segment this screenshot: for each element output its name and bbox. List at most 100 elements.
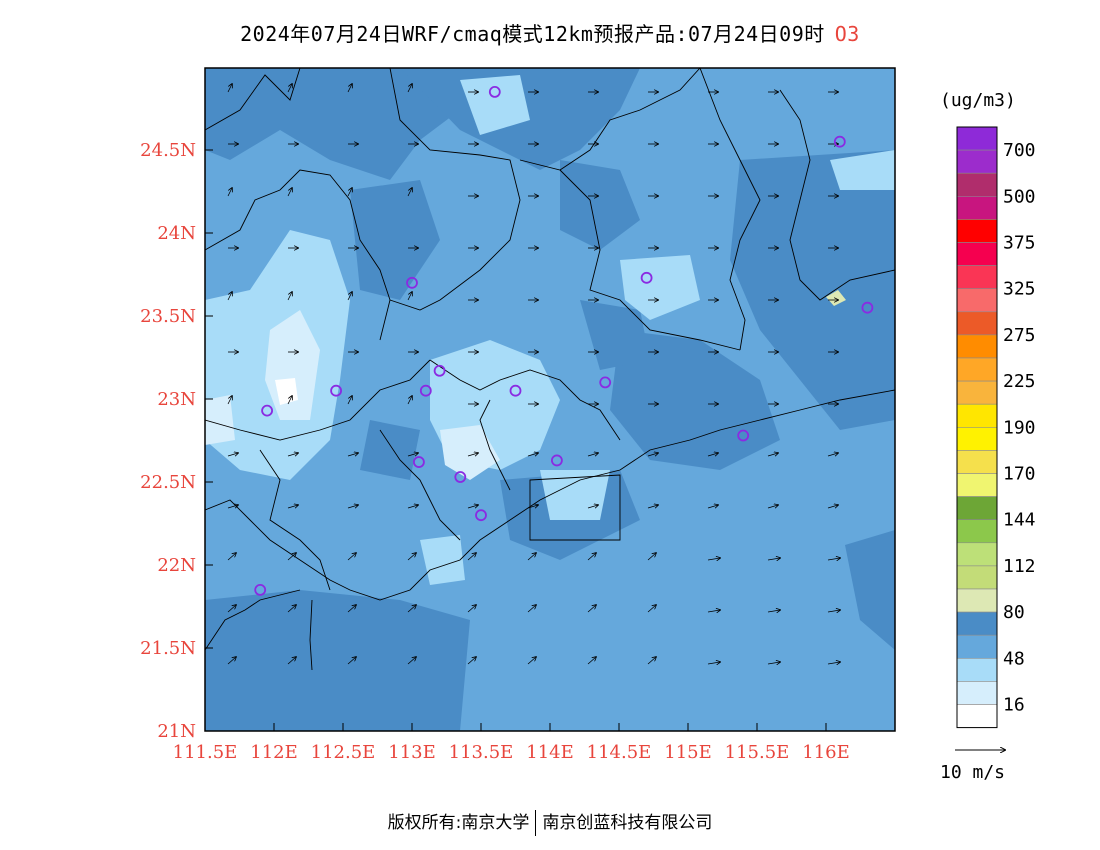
wind-arrow [827, 453, 838, 456]
legend-swatch [956, 634, 998, 659]
legend-swatch [956, 311, 998, 336]
wind-arrow [827, 610, 840, 612]
footer-left: 版权所有:南京大学 [387, 813, 530, 833]
lon-tick-label: 113.5E [449, 742, 514, 763]
wind-arrow [767, 610, 780, 612]
legend-label: 225 [1003, 371, 1036, 392]
wind-arrow [467, 453, 478, 456]
lon-tick-label: 114E [526, 742, 574, 763]
station-marker [737, 429, 750, 442]
wind-arrow [527, 453, 538, 456]
wind-arrow [227, 657, 236, 665]
wind-vectors [227, 84, 840, 665]
legend-swatch [956, 126, 998, 151]
boundary-lines [205, 68, 895, 671]
wind-arrow [407, 553, 416, 561]
wind-arrow [527, 605, 536, 613]
station-marker [640, 271, 653, 284]
wind-arrow [347, 396, 352, 405]
wind-arrow [407, 657, 416, 665]
legend-unit: (ug/m3) [940, 90, 1016, 111]
wind-arrow [587, 657, 596, 665]
legend-swatch [956, 657, 998, 682]
legend-label: 80 [1003, 602, 1025, 623]
wind-arrow [407, 396, 412, 405]
wind-arrow [827, 558, 840, 560]
title-species: O3 [834, 22, 860, 46]
station-marker [261, 404, 274, 417]
wind-arrow [587, 605, 596, 613]
lon-tick-label: 115.5E [725, 742, 790, 763]
legend-label: 275 [1003, 325, 1036, 346]
wind-reference-label: 10 m/s [940, 762, 1006, 783]
wind-arrow [467, 553, 476, 561]
wind-arrow [287, 505, 298, 508]
legend-label: 190 [1003, 417, 1036, 438]
wind-arrow [227, 188, 232, 197]
wind-arrow [587, 505, 598, 508]
wind-arrow [287, 292, 292, 301]
wind-arrow [707, 505, 718, 508]
station-marker [433, 364, 446, 377]
copyright-footer: 版权所有:南京大学 南京创蓝科技有限公司 [0, 808, 1100, 836]
legend-swatch [956, 196, 998, 220]
wind-arrow [827, 505, 838, 508]
lat-tick-label: 24.5N [140, 140, 196, 161]
lat-tick-label: 23.5N [140, 306, 196, 327]
wind-arrow [287, 605, 296, 613]
wind-arrow [347, 188, 352, 197]
wind-arrow [227, 505, 238, 508]
legend-swatch [956, 681, 998, 705]
wind-arrow [347, 553, 356, 561]
station-marker [254, 584, 267, 596]
legend-label: 375 [1003, 233, 1036, 254]
wind-arrow [467, 657, 476, 665]
wind-arrow [227, 553, 236, 561]
station-marker [406, 276, 418, 289]
lon-tick-label: 113E [388, 742, 436, 763]
legend-swatch [956, 172, 998, 197]
wind-arrow [407, 453, 418, 456]
wind-arrow [287, 84, 292, 93]
legend-swatch [956, 496, 998, 521]
wind-arrow [647, 505, 658, 508]
wind-arrow [227, 453, 238, 456]
wind-arrow [227, 292, 232, 301]
wind-arrow [227, 396, 232, 405]
legend-swatch [956, 334, 998, 359]
legend-swatch [956, 242, 998, 266]
wind-arrow [767, 558, 780, 560]
legend-label: 700 [1003, 140, 1036, 161]
legend-label: 112 [1003, 556, 1036, 577]
station-marker [330, 384, 343, 397]
wind-arrow [287, 657, 296, 665]
wind-arrow [527, 657, 536, 665]
wind-arrow [647, 453, 658, 456]
wind-arrow [707, 558, 720, 560]
legend-label: 325 [1003, 279, 1036, 300]
wind-arrow [227, 605, 236, 613]
station-markers [254, 86, 874, 596]
legend-label: 48 [1003, 648, 1025, 669]
wind-arrow [707, 610, 720, 612]
wind-arrow [767, 662, 780, 664]
station-marker [599, 376, 612, 389]
wind-arrow [347, 505, 358, 508]
legend-frame [956, 126, 998, 729]
legend-swatch [956, 565, 998, 590]
wind-arrow [767, 453, 778, 456]
title-main: 2024年07月24日WRF/cmaq模式12km预报产品:07月24日09时 [240, 22, 825, 46]
legend-swatch [956, 357, 998, 382]
wind-arrow [587, 453, 598, 456]
lon-tick-label: 112.5E [311, 742, 376, 763]
legend-swatch [956, 426, 998, 451]
wind-arrow [287, 553, 296, 561]
wind-arrow [587, 553, 596, 561]
lat-tick-label: 21.5N [140, 638, 196, 659]
wind-arrow [767, 505, 778, 508]
station-marker [509, 384, 522, 397]
lat-tick-label: 23N [157, 389, 196, 410]
station-marker [419, 384, 432, 397]
wind-arrow [647, 553, 656, 561]
